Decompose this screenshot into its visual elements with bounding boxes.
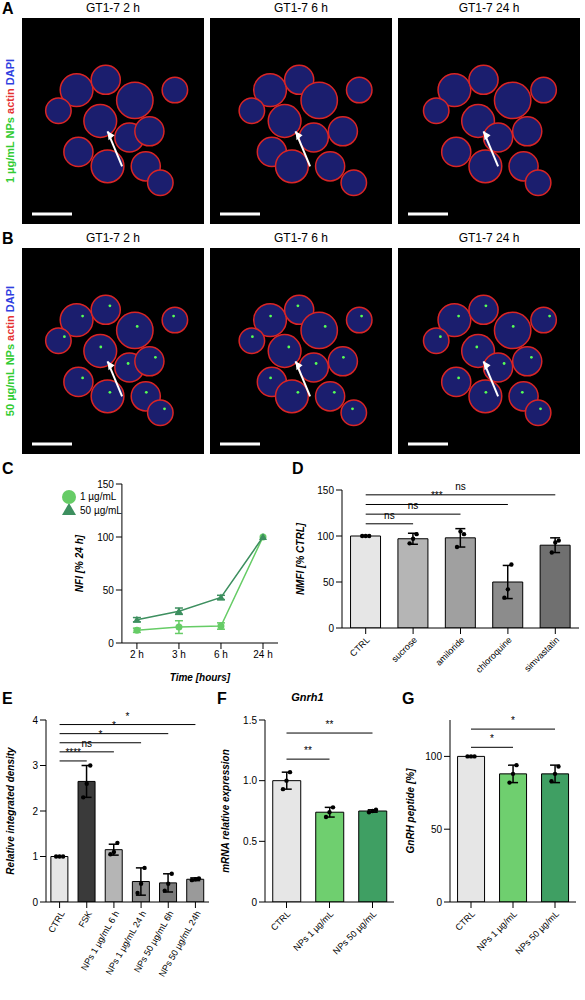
svg-text:CTRL: CTRL — [269, 909, 293, 933]
svg-text:sucrose: sucrose — [390, 635, 419, 664]
svg-text:CTRL: CTRL — [453, 909, 477, 933]
svg-text:1 µg/mL NPs actin DAPI: 1 µg/mL NPs actin DAPI — [4, 59, 16, 183]
svg-text:100: 100 — [97, 532, 114, 543]
html-text:Gnrh1: Gnrh1 — [291, 691, 324, 703]
svg-text:mRNA relative expression: mRNA relative expression — [220, 749, 231, 873]
svg-text:100: 100 — [317, 531, 334, 542]
html-text:G: G — [402, 690, 415, 707]
svg-text:NPs 50 µg/mL: NPs 50 µg/mL — [331, 909, 379, 957]
svg-text:GnRH peptide [%]: GnRH peptide [%] — [405, 768, 416, 854]
html-text:D: D — [292, 460, 304, 477]
svg-text:3 h: 3 h — [172, 649, 186, 660]
html-text:B: B — [2, 230, 14, 247]
html-text:GT1-7 2 h: GT1-7 2 h — [86, 1, 140, 15]
svg-text:NMFI [% CTRL]: NMFI [% CTRL] — [295, 522, 306, 595]
svg-text:150: 150 — [317, 485, 334, 496]
html-text:GT1-7 6 h: GT1-7 6 h — [274, 231, 328, 245]
svg-text:*: * — [511, 715, 515, 726]
svg-text:NPs 50 µg/mL 6h: NPs 50 µg/mL 6h — [132, 909, 176, 975]
svg-text:*: * — [98, 729, 102, 740]
svg-text:*: * — [126, 711, 130, 722]
svg-text:ns: ns — [81, 738, 92, 749]
svg-text:NPs 1 µg/mL 24 h: NPs 1 µg/mL 24 h — [103, 909, 149, 977]
svg-text:**: ** — [326, 719, 334, 730]
svg-text:100: 100 — [425, 751, 442, 762]
svg-text:NPs 1 µg/mL 6 h: NPs 1 µg/mL 6 h — [79, 909, 122, 973]
svg-text:ns: ns — [384, 510, 395, 521]
svg-text:NPs 1 µg/mL: NPs 1 µg/mL — [291, 909, 335, 953]
svg-text:0: 0 — [108, 638, 114, 649]
svg-text:1.5: 1.5 — [243, 715, 257, 726]
svg-text:50: 50 — [323, 577, 335, 588]
svg-text:simvastatin: simvastatin — [522, 635, 561, 674]
svg-text:2 h: 2 h — [130, 649, 144, 660]
svg-text:0: 0 — [436, 897, 442, 908]
svg-text:Time [hours]: Time [hours] — [170, 672, 231, 683]
html-text:E: E — [2, 690, 13, 707]
svg-text:NFI [% 24 h]: NFI [% 24 h] — [74, 534, 85, 592]
svg-text:NPs 50 µg/mL: NPs 50 µg/mL — [513, 909, 561, 957]
svg-text:****: **** — [65, 747, 81, 758]
svg-text:NPs 50 µg/mL 24h: NPs 50 µg/mL 24h — [157, 909, 203, 978]
svg-text:50 µg/mL NPs actin DAPI: 50 µg/mL NPs actin DAPI — [4, 286, 16, 416]
html-text:F: F — [217, 690, 227, 707]
html-text:GT1-7 24 h: GT1-7 24 h — [458, 231, 520, 245]
svg-text:0: 0 — [32, 897, 38, 908]
svg-text:0.5: 0.5 — [243, 836, 257, 847]
svg-text:chloroquine: chloroquine — [474, 635, 514, 675]
svg-text:4: 4 — [32, 715, 38, 726]
html-text:GT1-7 24 h: GT1-7 24 h — [458, 1, 520, 15]
html-text:C: C — [2, 460, 14, 477]
html-text:A: A — [2, 0, 14, 17]
svg-text:**: ** — [304, 745, 312, 756]
html-text:1 µg/mL: 1 µg/mL — [80, 490, 117, 502]
html-text:50 µg/mL: 50 µg/mL — [80, 504, 122, 516]
svg-text:150: 150 — [97, 479, 114, 490]
svg-text:CTRL: CTRL — [46, 909, 66, 934]
svg-text:1: 1 — [32, 851, 38, 862]
html-text:GT1-7 2 h: GT1-7 2 h — [86, 231, 140, 245]
svg-text:FSK: FSK — [77, 909, 94, 929]
svg-text:*: * — [112, 720, 116, 731]
svg-text:6 h: 6 h — [214, 649, 228, 660]
svg-text:0: 0 — [251, 897, 257, 908]
svg-text:ns: ns — [408, 500, 419, 511]
svg-text:0: 0 — [328, 623, 334, 634]
svg-text:3: 3 — [32, 760, 38, 771]
svg-text:50: 50 — [103, 585, 115, 596]
svg-text:24 h: 24 h — [253, 649, 272, 660]
svg-text:1.0: 1.0 — [243, 775, 257, 786]
svg-text:CTRL: CTRL — [348, 635, 372, 659]
svg-text:ns: ns — [455, 481, 466, 492]
svg-text:amiloride: amiloride — [434, 635, 467, 668]
svg-text:50: 50 — [431, 824, 443, 835]
html-text:GT1-7 6 h: GT1-7 6 h — [274, 1, 328, 15]
svg-text:*: * — [490, 733, 494, 744]
svg-text:2: 2 — [32, 806, 38, 817]
svg-text:***: *** — [431, 490, 443, 501]
svg-text:NPs 1 µg/mL: NPs 1 µg/mL — [475, 909, 519, 953]
svg-text:Relative integrated density: Relative integrated density — [5, 747, 16, 875]
